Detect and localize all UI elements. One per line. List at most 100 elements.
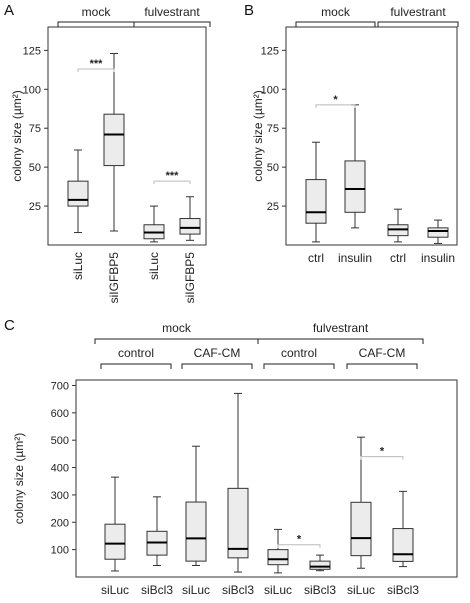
x-tick-label: insulin <box>421 251 455 265</box>
group-label: mock <box>162 321 192 335</box>
significance-line <box>77 68 115 73</box>
significance-label: *** <box>90 58 104 70</box>
panel-c: 100 200 300 400 500 600 700 colony size (µm²) si… <box>12 321 458 597</box>
box-plot <box>143 205 165 243</box>
subgroup-label: CAF-CM <box>194 346 241 360</box>
x-tick-label: siBcl3 <box>387 583 419 597</box>
y-tick-label: 125 <box>23 45 41 57</box>
plot-frame <box>75 379 458 578</box>
subgroup-label: CAF-CM <box>359 346 406 360</box>
x-tick-label: siLuc <box>101 583 129 597</box>
box-iqr <box>104 523 126 560</box>
x-tick-label: siIGFBP5 <box>107 252 121 304</box>
x-tick-label: insulin <box>338 251 372 265</box>
y-axis-label: colony size (µm²) <box>251 90 265 182</box>
box-plot <box>392 490 414 568</box>
subgroup-label: control <box>281 346 317 360</box>
group-label: mock <box>321 5 351 19</box>
box-plot <box>67 149 89 234</box>
box-iqr <box>392 528 414 562</box>
group-bracket <box>257 338 424 344</box>
y-tick-label: 75 <box>267 123 279 135</box>
plot-frame <box>47 26 207 246</box>
group-label: fulvestrant <box>313 321 369 335</box>
y-tick-label: 100 <box>261 84 279 96</box>
panel-letter-a: A <box>4 2 14 19</box>
box-plot <box>185 445 207 567</box>
box-iqr <box>344 160 366 213</box>
box-iqr <box>185 501 207 562</box>
y-tick-label: 50 <box>267 162 279 174</box>
box-iqr <box>350 501 372 557</box>
box-iqr <box>305 179 327 224</box>
x-tick-label: siBcl3 <box>304 583 336 597</box>
box-plot <box>305 141 327 243</box>
x-tick-label: siLuc <box>71 252 85 280</box>
subgroup-label: control <box>118 346 154 360</box>
x-tick-label: siBcl3 <box>222 583 254 597</box>
box-plot <box>227 392 249 573</box>
group-label: fulvestrant <box>144 5 200 19</box>
x-tick-label: siLuc <box>264 583 292 597</box>
x-tick-label: ctrl <box>390 251 406 265</box>
group-bracket <box>94 338 259 344</box>
box-iqr <box>179 218 201 235</box>
x-tick-label: siBcl3 <box>141 583 173 597</box>
x-tick-label: siIGFBP5 <box>183 252 197 304</box>
significance-line <box>360 456 404 460</box>
y-tick-label: 25 <box>267 201 279 213</box>
group-bracket <box>57 21 135 27</box>
y-tick-label: 125 <box>261 45 279 57</box>
box-plot <box>427 219 449 244</box>
y-tick-label: 600 <box>51 408 69 420</box>
y-tick-label: 400 <box>51 463 69 475</box>
y-tick-label: 100 <box>23 84 41 96</box>
box-plot <box>344 104 366 229</box>
y-tick-label: 200 <box>51 517 69 529</box>
subgroup-bracket <box>181 363 253 369</box>
box-iqr <box>267 549 289 566</box>
plot-frame <box>285 26 458 246</box>
y-tick-label: 700 <box>51 380 69 392</box>
significance-label: * <box>297 534 302 546</box>
significance-label: * <box>380 446 385 458</box>
box-plot <box>350 436 372 569</box>
group-bracket <box>295 21 376 27</box>
box-iqr <box>103 113 125 167</box>
significance-line <box>315 104 356 108</box>
panel-letter-b: B <box>244 2 254 19</box>
significance-label: *** <box>166 170 180 182</box>
x-tick-label: siLuc <box>147 252 161 280</box>
y-tick-label: 75 <box>29 123 41 135</box>
subgroup-bracket <box>263 363 335 369</box>
significance-label: * <box>333 94 338 106</box>
box-plot <box>267 528 289 574</box>
group-label: fulvestrant <box>390 5 446 19</box>
box-plot <box>146 496 168 567</box>
y-tick-label: 500 <box>51 435 69 447</box>
x-tick-label: ctrl <box>308 251 324 265</box>
group-bracket <box>377 21 459 27</box>
group-bracket <box>133 21 211 27</box>
x-tick-label: siLuc <box>347 583 375 597</box>
y-tick-label: 100 <box>51 545 69 557</box>
panel-a: 25 50 75 100 125 colony size (µm²) siLuc siIGFB… <box>10 5 211 304</box>
x-tick-label: siLuc <box>182 583 210 597</box>
panel-b: 25 50 75 100 125 colony size (µm²) ctrl insulin… <box>251 5 459 265</box>
subgroup-bracket <box>100 363 172 369</box>
box-iqr <box>309 560 331 570</box>
group-label: mock <box>82 5 112 19</box>
box-plot <box>104 476 126 572</box>
panel-letter-c: C <box>4 317 15 334</box>
y-tick-label: 50 <box>29 162 41 174</box>
box-plot <box>387 208 409 243</box>
y-tick-label: 300 <box>51 490 69 502</box>
box-plot <box>103 52 125 232</box>
box-iqr <box>427 227 449 238</box>
subgroup-bracket <box>346 363 418 369</box>
box-iqr <box>227 487 249 559</box>
box-iqr <box>67 180 89 207</box>
significance-line <box>277 544 321 548</box>
y-axis-label: colony size (µm²) <box>12 433 26 525</box>
